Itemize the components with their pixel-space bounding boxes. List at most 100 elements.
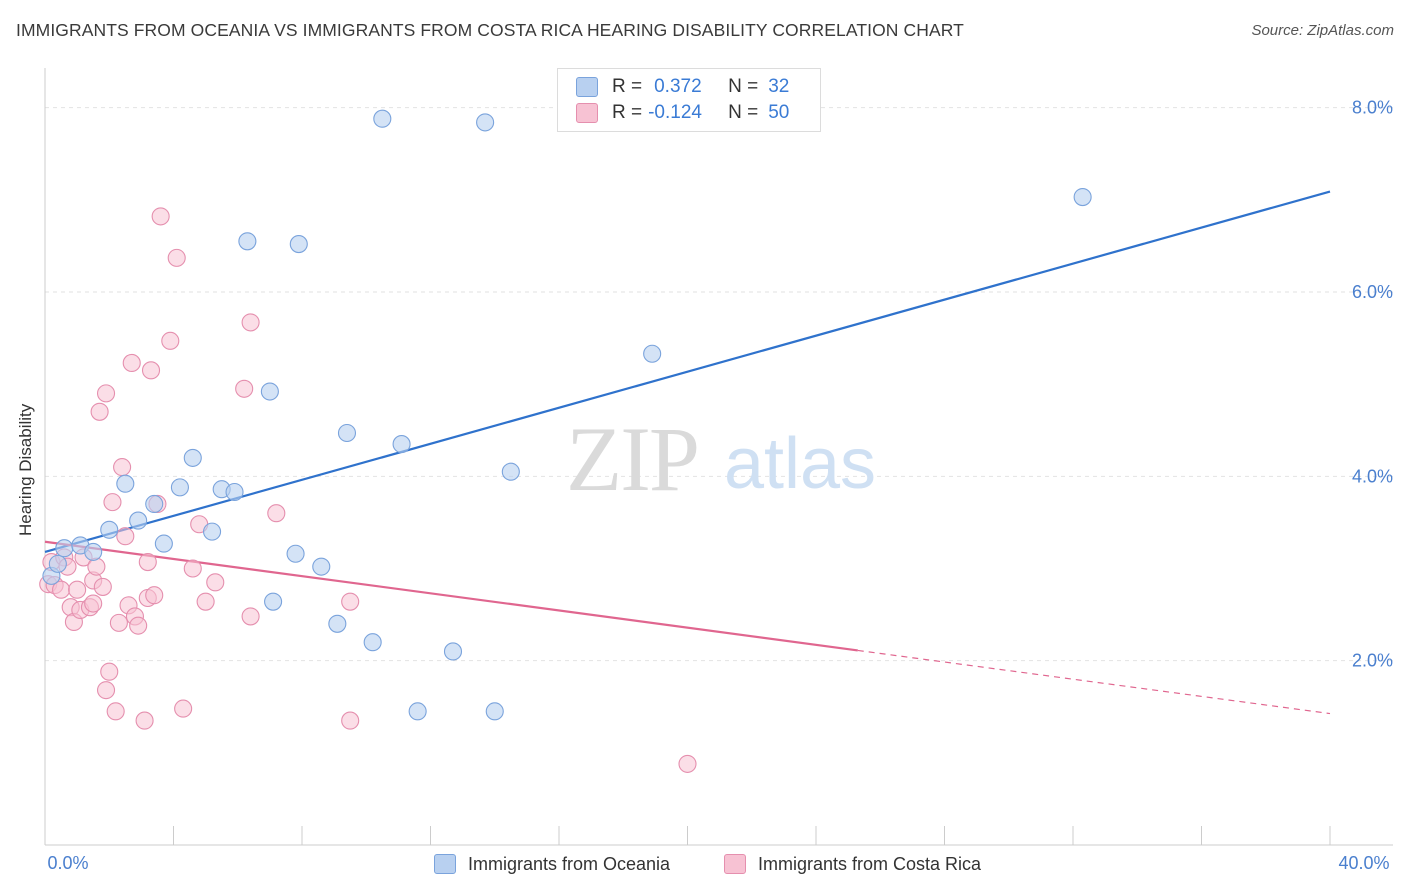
- bottom-legend-swatch-oceania: [434, 854, 456, 874]
- bottom-legend-swatch-costa-rica: [724, 854, 746, 874]
- data-point-oceania: [260, 382, 279, 401]
- watermark-zip: ZIP: [566, 408, 698, 510]
- legend-swatch-costa-rica: [576, 103, 598, 123]
- data-point-oceania: [100, 520, 119, 539]
- data-point-oceania: [203, 522, 222, 541]
- chart-title: IMMIGRANTS FROM OCEANIA VS IMMIGRANTS FR…: [16, 20, 964, 40]
- legend-n-value-oceania: 32: [768, 76, 790, 97]
- legend-n-label: N =: [728, 76, 759, 97]
- data-point-costa-rica: [267, 504, 286, 523]
- data-point-costa-rica: [141, 361, 161, 380]
- data-point-costa-rica: [129, 616, 148, 635]
- data-point-costa-rica: [113, 458, 132, 477]
- bottom-legend-costa-rica: Immigrants from Costa Rica: [724, 852, 981, 876]
- y-axis-label-wrap: Hearing Disability: [16, 404, 35, 537]
- data-point-costa-rica: [241, 607, 260, 626]
- x-tick-label-min: 0.0%: [47, 853, 88, 873]
- data-point-costa-rica: [100, 662, 119, 681]
- data-point-costa-rica: [341, 592, 360, 611]
- watermark-atlas: atlas: [724, 424, 876, 504]
- data-point-costa-rica: [138, 552, 157, 572]
- grid-lines: [45, 107, 1393, 662]
- data-point-oceania: [183, 448, 202, 467]
- data-point-costa-rica: [206, 573, 225, 592]
- data-point-costa-rica: [145, 586, 164, 605]
- data-point-costa-rica: [96, 681, 116, 700]
- data-point-costa-rica: [135, 711, 154, 730]
- data-point-costa-rica: [196, 592, 215, 611]
- data-point-costa-rica: [161, 331, 180, 350]
- data-point-costa-rica: [103, 493, 122, 512]
- data-point-costa-rica: [241, 313, 260, 332]
- data-point-oceania: [643, 344, 662, 363]
- data-point-oceania: [289, 235, 308, 254]
- data-point-oceania: [286, 544, 305, 563]
- data-point-costa-rica: [116, 527, 135, 546]
- data-point-oceania: [392, 435, 411, 454]
- data-point-oceania: [225, 482, 244, 502]
- trend-line-costa-rica: [44, 540, 858, 652]
- data-point-oceania: [408, 702, 427, 721]
- data-point-oceania: [145, 494, 164, 514]
- legend-r-label: R =: [612, 102, 643, 123]
- bottom-legend-label-costa-rica: Immigrants from Costa Rica: [758, 853, 982, 874]
- data-point-oceania: [373, 109, 392, 128]
- data-point-costa-rica: [87, 557, 106, 576]
- data-point-costa-rica: [167, 248, 186, 267]
- legend-r-label: R =: [612, 76, 643, 97]
- data-point-oceania: [312, 557, 331, 576]
- data-point-oceania: [1073, 188, 1092, 207]
- trend-lines: [44, 190, 1331, 715]
- legend-swatch-oceania: [576, 77, 598, 97]
- data-point-oceania: [485, 702, 504, 721]
- legend: R = 0.372 N = 32 R = -0.124 N = 50: [557, 68, 821, 132]
- data-point-oceania: [363, 633, 382, 652]
- data-point-costa-rica: [106, 702, 125, 721]
- data-point-costa-rica: [122, 353, 141, 373]
- source-note: Source: ZipAtlas.com: [1251, 22, 1394, 39]
- legend-r-value-costa-rica: -0.124: [648, 102, 702, 123]
- tick-labels: 2.0% 4.0% 6.0% 8.0% 0.0% 40.0%: [47, 98, 1393, 873]
- data-point-costa-rica: [93, 577, 112, 596]
- legend-row-oceania: R = 0.372 N = 32: [576, 76, 789, 98]
- data-point-oceania: [48, 554, 67, 573]
- data-point-oceania: [337, 423, 357, 443]
- data-point-oceania: [238, 232, 257, 251]
- legend-row-costa-rica: R = -0.124 N = 50: [576, 102, 789, 124]
- data-point-oceania: [328, 614, 347, 633]
- bottom-legend-label-oceania: Immigrants from Oceania: [468, 853, 671, 874]
- legend-n-label: N =: [728, 102, 759, 123]
- data-point-costa-rica: [151, 207, 170, 226]
- trend-line-oceania: [44, 190, 1331, 553]
- x-tick-label-max: 40.0%: [1338, 853, 1389, 873]
- legend-r-value-oceania: 0.372: [654, 76, 702, 97]
- legend-n-value-costa-rica: 50: [768, 102, 790, 123]
- data-point-costa-rica: [235, 379, 254, 398]
- y-tick-label: 2.0%: [1352, 651, 1393, 671]
- watermark: ZIP atlas: [566, 408, 876, 510]
- data-point-oceania: [264, 592, 283, 611]
- data-point-oceania: [129, 511, 148, 530]
- data-point-costa-rica: [183, 559, 202, 578]
- data-point-costa-rica: [341, 711, 360, 730]
- data-point-oceania: [154, 534, 173, 553]
- data-point-costa-rica: [174, 699, 193, 718]
- data-point-oceania: [476, 113, 495, 132]
- data-point-oceania: [116, 474, 135, 493]
- trend-line-costa-rica-extension: [857, 649, 1331, 715]
- data-point-costa-rica: [678, 754, 697, 773]
- data-point-costa-rica: [90, 402, 109, 421]
- y-tick-label: 8.0%: [1352, 98, 1393, 118]
- y-axis-label: Hearing Disability: [16, 403, 35, 536]
- data-points: [39, 109, 1092, 773]
- axes: [44, 68, 1393, 846]
- y-tick-label: 6.0%: [1352, 282, 1393, 302]
- bottom-legend-oceania: Immigrants from Oceania: [434, 852, 670, 876]
- data-point-oceania: [55, 539, 74, 558]
- data-point-costa-rica: [109, 613, 128, 632]
- data-point-costa-rica: [84, 594, 103, 613]
- data-point-oceania: [501, 462, 520, 481]
- data-point-oceania: [84, 542, 103, 561]
- data-point-oceania: [170, 478, 189, 497]
